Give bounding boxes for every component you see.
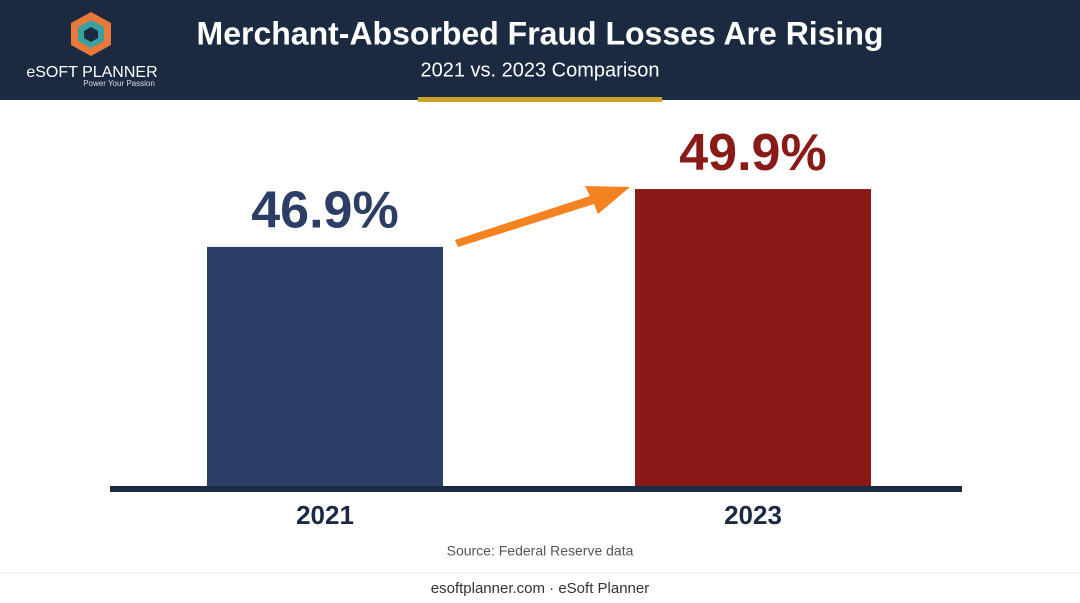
logo-tagline: Power Your Passion xyxy=(83,79,155,88)
source-note: Source: Federal Reserve data xyxy=(447,543,634,559)
accent-line xyxy=(418,97,662,102)
x-tick-label: 2023 xyxy=(724,500,782,530)
logo-name: eSOFT PLANNER xyxy=(26,64,157,81)
x-tick-label: 2021 xyxy=(296,500,354,530)
bar xyxy=(635,189,871,487)
trend-arrow xyxy=(455,186,630,247)
header xyxy=(0,0,1080,100)
footer: esoftplanner.com · eSoft Planner xyxy=(431,580,649,597)
value-label: 46.9% xyxy=(251,182,398,240)
chart-subtitle: 2021 vs. 2023 Comparison xyxy=(420,59,659,81)
bar xyxy=(207,246,443,486)
baseline xyxy=(110,486,962,492)
chart-title: Merchant-Absorbed Fraud Losses Are Risin… xyxy=(197,15,884,51)
value-label: 49.9% xyxy=(679,124,826,182)
logo-icon xyxy=(71,12,111,56)
